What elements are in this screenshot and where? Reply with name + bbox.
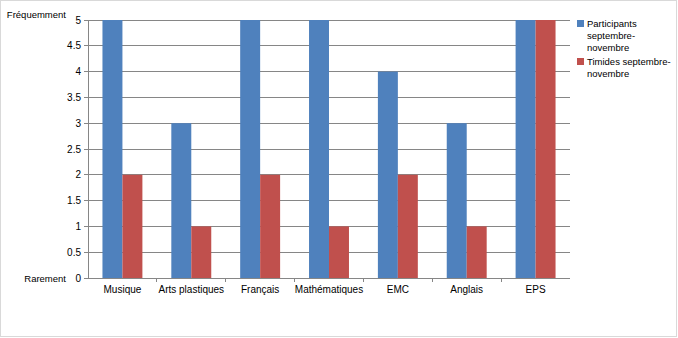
annotation: Fréquemment (7, 9, 66, 20)
x-tick-label: Arts plastiques (158, 284, 224, 295)
y-tick (84, 174, 88, 175)
chart-root: {"chart_data": {"type": "bar", "categori… (0, 0, 678, 338)
y-tick (84, 149, 88, 150)
y-tick-label: 0.5 (67, 247, 81, 258)
y-tick-label: 3 (75, 118, 81, 129)
bar (516, 20, 536, 278)
bar (398, 175, 418, 278)
y-tick-label: 3.5 (67, 92, 81, 103)
y-tick (84, 123, 88, 124)
bar (378, 72, 398, 278)
legend-label: Timides septembre-novembre (587, 56, 677, 80)
y-tick (84, 71, 88, 72)
y-tick (84, 200, 88, 201)
x-tick (501, 278, 502, 282)
bars (102, 20, 555, 278)
bar (260, 175, 280, 278)
y-tick-label: 2.5 (67, 144, 81, 155)
y-tick (84, 278, 88, 279)
x-tick-label: Musique (104, 284, 142, 295)
x-tick-label: EMC (387, 284, 409, 295)
bar (122, 175, 142, 278)
bar (536, 20, 556, 278)
x-tick-label: Français (241, 284, 279, 295)
x-tick-label: Anglais (450, 284, 483, 295)
bar (309, 20, 329, 278)
bar (447, 123, 467, 278)
y-tick (84, 226, 88, 227)
y-tick (84, 20, 88, 21)
bar (329, 226, 349, 278)
x-tick (156, 278, 157, 282)
y-tick-label: 4 (75, 66, 81, 77)
bar (467, 226, 487, 278)
y-tick-label: 1.5 (67, 195, 81, 206)
bar (171, 123, 191, 278)
y-tick-label: 4.5 (67, 40, 81, 51)
legend-label: Participants septembre-novembre (587, 18, 677, 54)
chart-frame (1, 1, 677, 337)
x-tick-label: Mathématiques (295, 284, 363, 295)
y-axis (88, 20, 89, 278)
bar (191, 226, 211, 278)
bar (102, 20, 122, 278)
x-tick (432, 278, 433, 282)
y-tick (84, 45, 88, 46)
x-tick (294, 278, 295, 282)
y-tick (84, 252, 88, 253)
y-tick (84, 97, 88, 98)
y-tick-label: 2 (75, 169, 81, 180)
bar (240, 20, 260, 278)
x-tick (225, 278, 226, 282)
y-tick-label: 5 (75, 15, 81, 26)
x-tick (363, 278, 364, 282)
y-tick-label: 1 (75, 221, 81, 232)
x-tick-label: EPS (526, 284, 546, 295)
annotation: Rarement (24, 273, 66, 284)
y-tick-label: 0 (75, 273, 81, 284)
chart-svg: 0 0.5 1 1.5 2 2.5 3 3.5 4 4.5 5 Musique Arts plastiq… (0, 0, 678, 338)
legend-swatch (577, 58, 584, 65)
legend-swatch (577, 20, 584, 27)
